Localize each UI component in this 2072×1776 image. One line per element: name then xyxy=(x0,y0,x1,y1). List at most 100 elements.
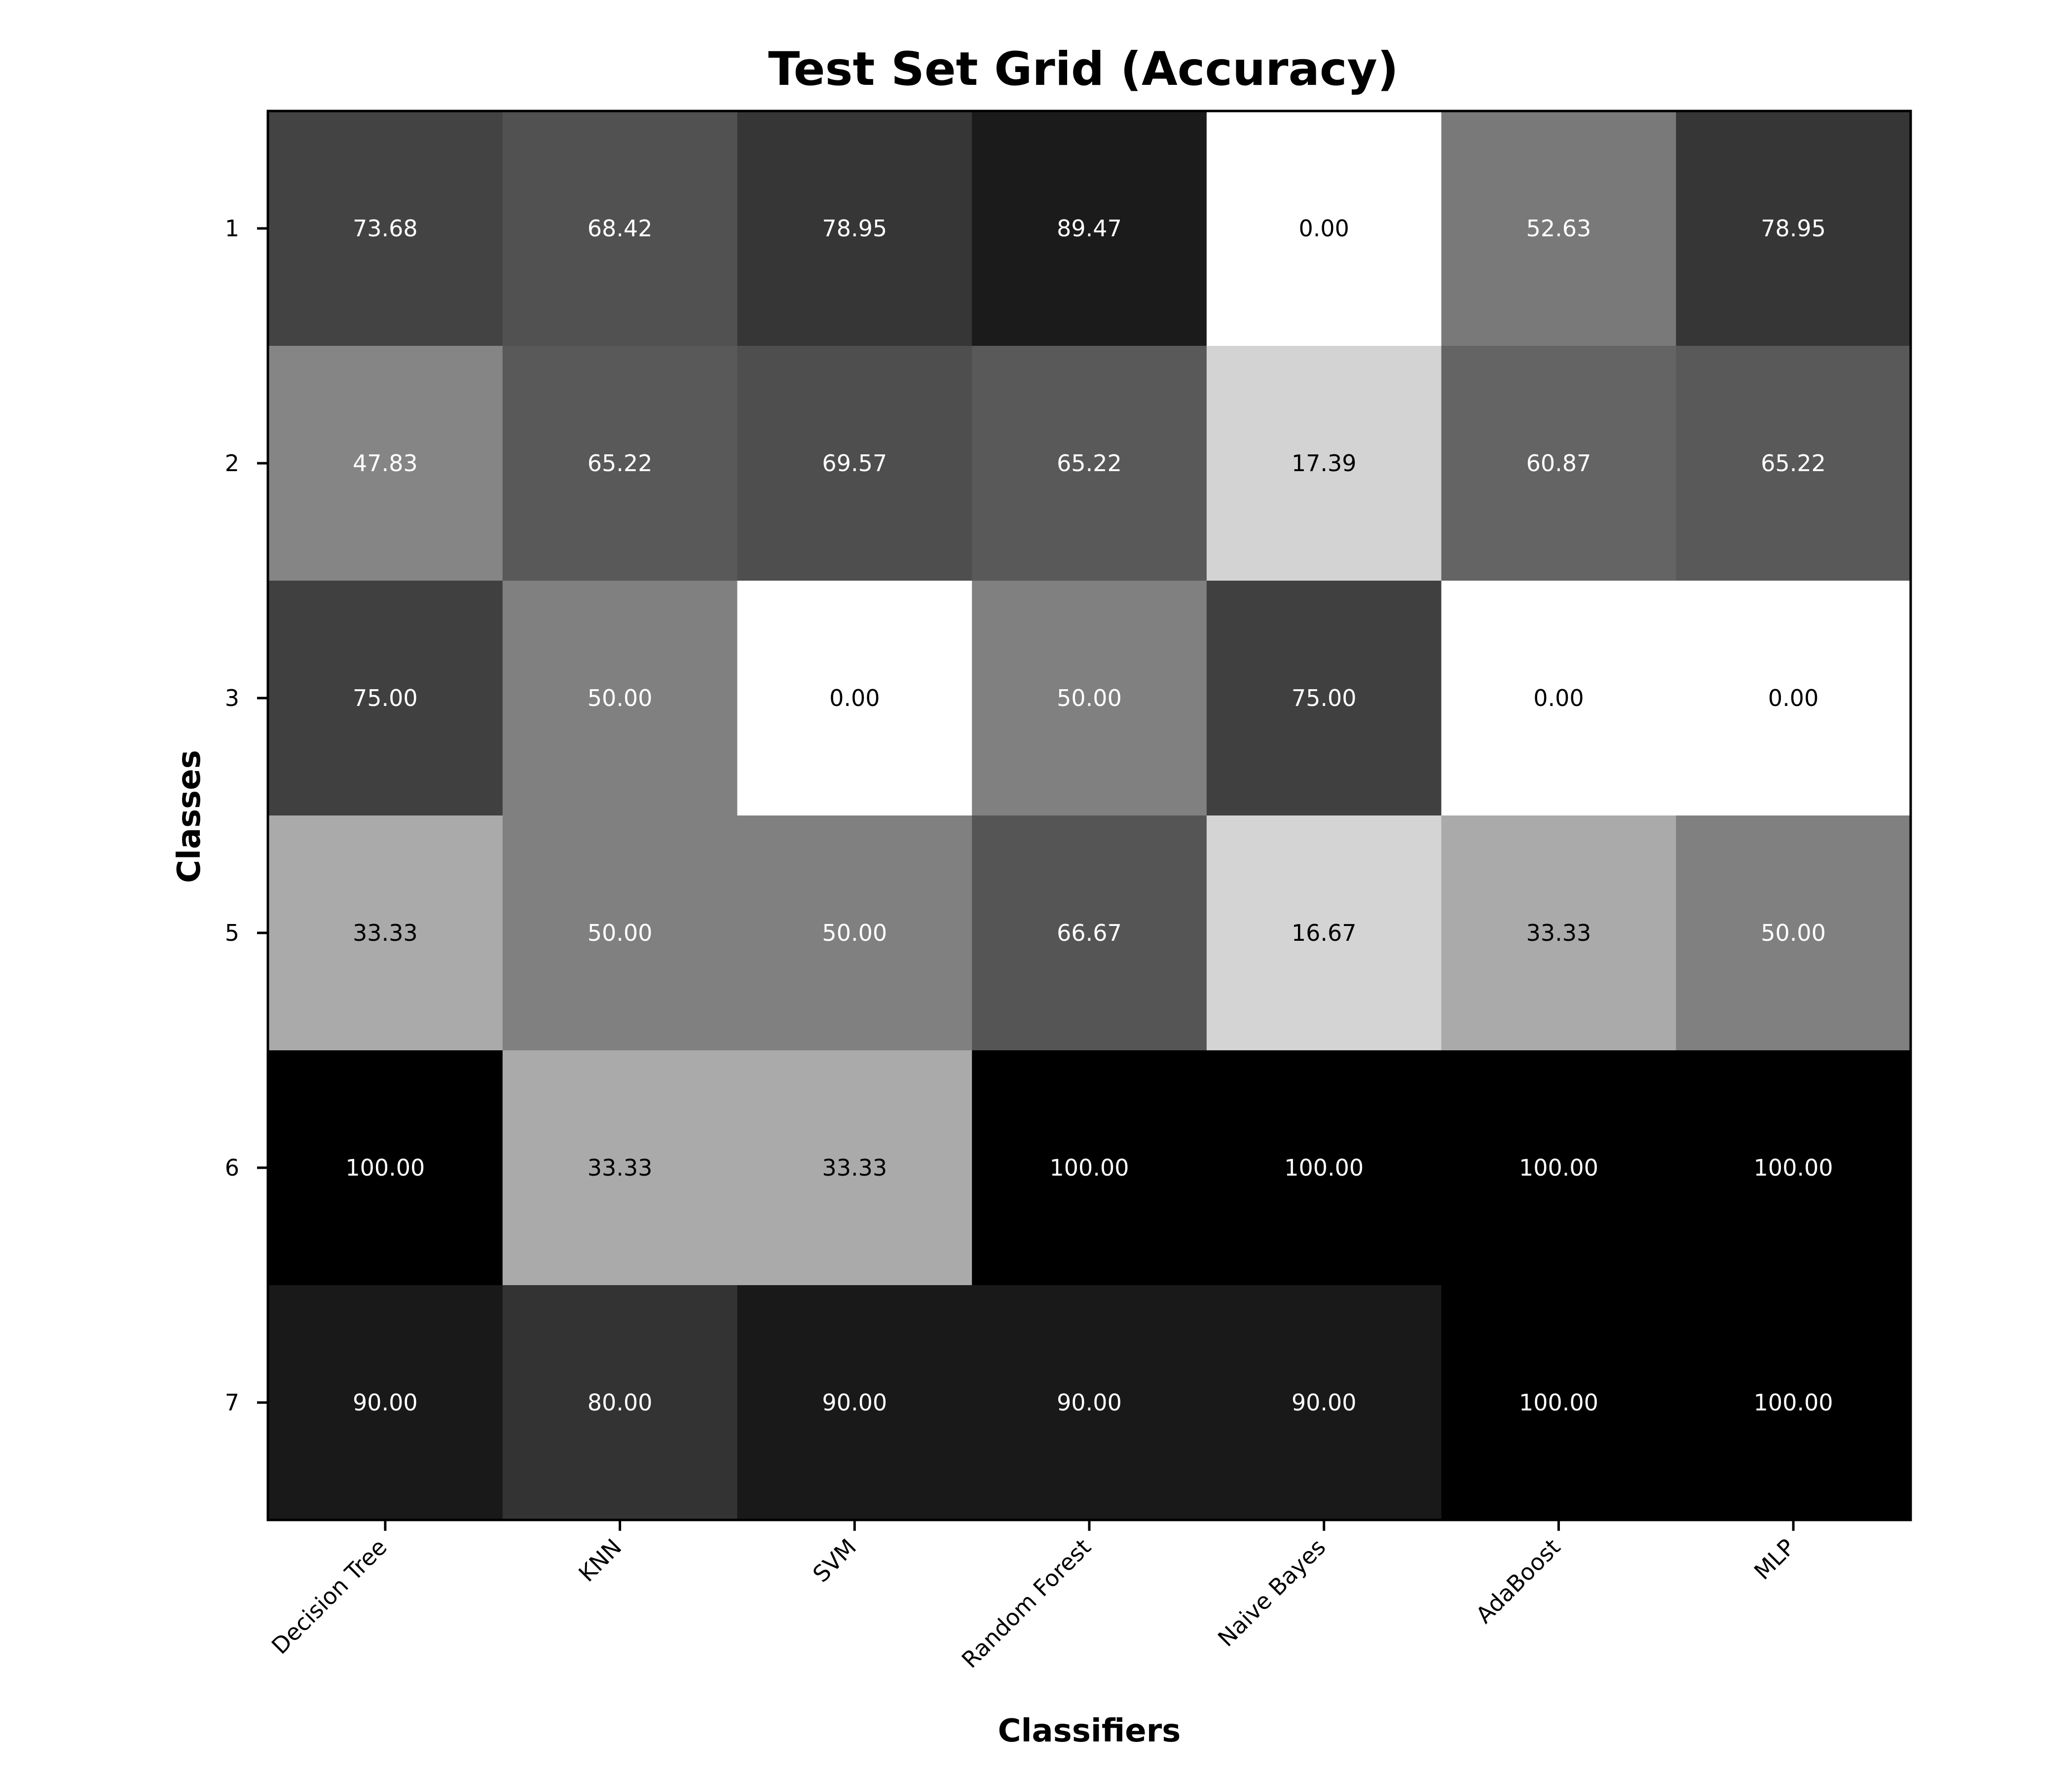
x-tick-label: AdaBoost xyxy=(1471,1534,1565,1628)
heatmap-cell xyxy=(972,581,1207,816)
cell-value-label: 100.00 xyxy=(1050,1154,1129,1181)
cell-value-label: 33.33 xyxy=(353,920,418,946)
cell-value-label: 89.47 xyxy=(1057,215,1122,242)
heatmap-cell xyxy=(502,1285,738,1520)
cell-value-label: 0.00 xyxy=(1533,685,1584,711)
heatmap-cell xyxy=(1676,1285,1911,1520)
heatmap-cell xyxy=(268,1285,503,1520)
heatmap-cell xyxy=(737,815,972,1051)
cell-value-label: 0.00 xyxy=(829,685,880,711)
cell-value-label: 50.00 xyxy=(1057,685,1122,711)
heatmap-cells: 73.68 68.42 78.95 89.47 0.00 52.63 78.95 47.83 6… xyxy=(268,111,1911,1520)
heatmap-cell xyxy=(737,346,972,581)
heatmap-cell xyxy=(502,111,738,346)
cell-value-label: 80.00 xyxy=(588,1389,653,1416)
x-tick-label: KNN xyxy=(573,1534,627,1587)
y-tick-label: 6 xyxy=(225,1154,239,1181)
cell-value-label: 73.68 xyxy=(353,215,418,242)
x-tick-label: Decision Tree xyxy=(266,1534,392,1660)
heatmap-cell xyxy=(1441,346,1676,581)
heatmap-cell xyxy=(1441,1285,1676,1520)
x-tick-label: MLP xyxy=(1749,1534,1800,1585)
cell-value-label: 65.22 xyxy=(588,450,653,477)
heatmap-cell xyxy=(972,1050,1207,1286)
cell-value-label: 75.00 xyxy=(1292,685,1357,711)
heatmap-cell xyxy=(502,1050,738,1286)
heatmap-cell xyxy=(1441,111,1676,346)
cell-value-label: 50.00 xyxy=(822,920,887,946)
x-tick-label: SVM xyxy=(808,1534,861,1588)
heatmap-cell xyxy=(1676,111,1911,346)
cell-value-label: 69.57 xyxy=(822,450,887,477)
cell-value-label: 90.00 xyxy=(1292,1389,1357,1416)
heatmap-cell xyxy=(737,1050,972,1286)
heatmap-cell xyxy=(737,111,972,346)
heatmap-cell xyxy=(268,1050,503,1286)
heatmap-cell xyxy=(1206,346,1442,581)
cell-value-label: 0.00 xyxy=(1768,685,1818,711)
heatmap-cell xyxy=(1206,1050,1442,1286)
heatmap-cell xyxy=(972,346,1207,581)
cell-value-label: 78.95 xyxy=(822,215,887,242)
cell-value-label: 65.22 xyxy=(1761,450,1826,477)
chart-title: Test Set Grid (Accuracy) xyxy=(768,42,1399,96)
heatmap-cell xyxy=(1206,815,1442,1051)
heatmap-cell xyxy=(268,815,503,1051)
heatmap-cell xyxy=(1206,581,1442,816)
cell-value-label: 47.83 xyxy=(353,450,418,477)
cell-value-label: 50.00 xyxy=(1761,920,1826,946)
cell-value-label: 90.00 xyxy=(822,1389,887,1416)
y-axis-ticks: 1 2 3 5 6 7 xyxy=(225,215,268,1416)
heatmap-cell xyxy=(972,815,1207,1051)
heatmap-cell xyxy=(1676,346,1911,581)
cell-value-label: 100.00 xyxy=(1519,1389,1598,1416)
heatmap-cell xyxy=(502,581,738,816)
cell-value-label: 68.42 xyxy=(588,215,653,242)
cell-value-label: 90.00 xyxy=(1057,1389,1122,1416)
heatmap-cell xyxy=(502,815,738,1051)
heatmap-cell xyxy=(1676,815,1911,1051)
heatmap-cell xyxy=(972,111,1207,346)
heatmap-cell xyxy=(1206,111,1442,346)
cell-value-label: 100.00 xyxy=(1754,1154,1833,1181)
cell-value-label: 100.00 xyxy=(345,1154,425,1181)
y-tick-label: 7 xyxy=(225,1389,239,1416)
cell-value-label: 33.33 xyxy=(588,1154,653,1181)
cell-value-label: 50.00 xyxy=(588,685,653,711)
cell-value-label: 33.33 xyxy=(1526,920,1591,946)
cell-value-label: 0.00 xyxy=(1299,215,1349,242)
heatmap-cell xyxy=(1441,581,1676,816)
cell-value-label: 100.00 xyxy=(1284,1154,1364,1181)
cell-value-label: 78.95 xyxy=(1761,215,1826,242)
heatmap-cell xyxy=(1676,1050,1911,1286)
cell-value-label: 65.22 xyxy=(1057,450,1122,477)
x-axis-label: Classifiers xyxy=(998,1713,1181,1749)
y-tick-label: 1 xyxy=(225,215,239,242)
cell-value-label: 60.87 xyxy=(1526,450,1591,477)
heatmap-cell xyxy=(1206,1285,1442,1520)
y-axis-label: Classes xyxy=(171,750,208,883)
heatmap-cell xyxy=(268,111,503,346)
cell-value-label: 75.00 xyxy=(353,685,418,711)
cell-value-label: 52.63 xyxy=(1526,215,1591,242)
x-axis-ticks: Decision Tree KNN SVM Random Forest Naive Ba… xyxy=(266,1520,1800,1673)
heatmap-cell xyxy=(1676,581,1911,816)
heatmap-cell xyxy=(972,1285,1207,1520)
cell-value-label: 100.00 xyxy=(1754,1389,1833,1416)
heatmap-cell xyxy=(1441,1050,1676,1286)
y-tick-label: 5 xyxy=(225,920,239,946)
cell-value-label: 16.67 xyxy=(1292,920,1357,946)
heatmap-cell xyxy=(268,346,503,581)
heatmap-cell xyxy=(1441,815,1676,1051)
heatmap-cell xyxy=(502,346,738,581)
cell-value-label: 50.00 xyxy=(588,920,653,946)
cell-value-label: 90.00 xyxy=(353,1389,418,1416)
x-tick-label: Naive Bayes xyxy=(1213,1534,1331,1652)
cell-value-label: 33.33 xyxy=(822,1154,887,1181)
heatmap-cell xyxy=(268,581,503,816)
heatmap-cell xyxy=(737,1285,972,1520)
y-tick-label: 3 xyxy=(225,685,239,711)
cell-value-label: 66.67 xyxy=(1057,920,1122,946)
heatmap-cell xyxy=(737,581,972,816)
